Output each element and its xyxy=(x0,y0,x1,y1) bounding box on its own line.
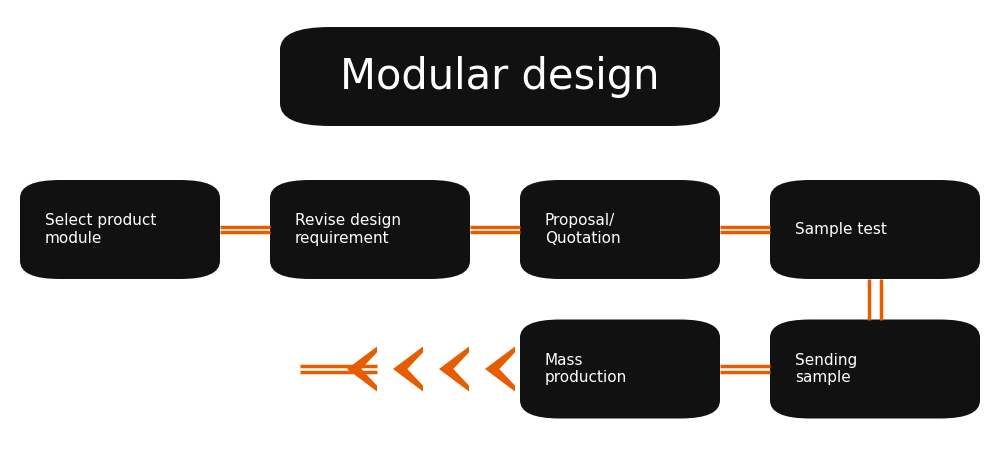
Polygon shape xyxy=(393,346,423,392)
Text: Sending
sample: Sending sample xyxy=(795,353,857,385)
Polygon shape xyxy=(347,346,377,392)
Text: Sample test: Sample test xyxy=(795,222,887,237)
Text: Mass
production: Mass production xyxy=(545,353,627,385)
FancyBboxPatch shape xyxy=(770,320,980,419)
FancyBboxPatch shape xyxy=(270,180,470,279)
FancyBboxPatch shape xyxy=(20,180,220,279)
Polygon shape xyxy=(485,346,515,392)
Text: Modular design: Modular design xyxy=(340,55,660,98)
Text: Revise design
requirement: Revise design requirement xyxy=(295,213,401,246)
FancyBboxPatch shape xyxy=(770,180,980,279)
Polygon shape xyxy=(439,346,469,392)
Text: Proposal/
Quotation: Proposal/ Quotation xyxy=(545,213,621,246)
Text: Select product
module: Select product module xyxy=(45,213,156,246)
FancyBboxPatch shape xyxy=(520,320,720,419)
FancyBboxPatch shape xyxy=(520,180,720,279)
FancyBboxPatch shape xyxy=(280,27,720,126)
